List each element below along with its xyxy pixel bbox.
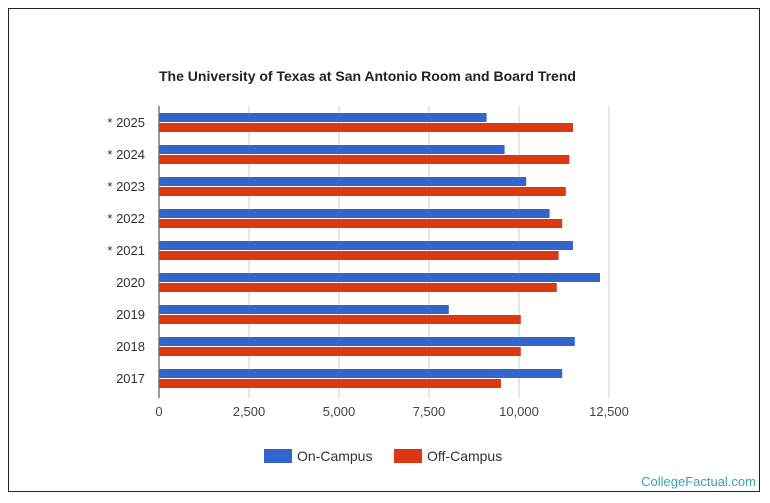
bar-off-campus-7 (159, 347, 521, 356)
legend-swatch (264, 449, 292, 463)
bar-on-campus-2 (159, 177, 527, 186)
category-labels: * 2025 * 2024 * 2023 * 2022 * 2021 2020 2019 20… (107, 115, 145, 386)
watermark[interactable]: CollegeFactual.com (641, 474, 756, 489)
bar-off-campus-8 (159, 379, 501, 388)
x-tick-label: 12,500 (589, 404, 629, 419)
category-label: * 2023 (107, 179, 145, 194)
category-label: 2019 (116, 307, 145, 322)
x-tick-label: 0 (155, 404, 162, 419)
x-tick-label: 10,000 (499, 404, 539, 419)
bar-off-campus-3 (159, 219, 563, 228)
category-label: 2017 (116, 371, 145, 386)
x-tick-labels: 0 2,500 5,000 7,500 10,000 12,500 (155, 404, 629, 419)
legend-label: On-Campus (297, 448, 372, 464)
bar-on-campus-6 (159, 305, 449, 314)
bar-on-campus-4 (159, 241, 573, 250)
bar-off-campus-5 (159, 283, 557, 292)
category-label: * 2025 (107, 115, 145, 130)
category-label: * 2022 (107, 211, 145, 226)
category-label: 2020 (116, 275, 145, 290)
legend: On-Campus Off-Campus (264, 448, 502, 464)
bar-on-campus-0 (159, 113, 487, 122)
bar-on-campus-8 (159, 369, 563, 378)
bars (159, 113, 600, 388)
x-tick-label: 2,500 (233, 404, 266, 419)
legend-label: Off-Campus (427, 448, 502, 464)
x-tick-label: 7,500 (413, 404, 446, 419)
legend-swatch (394, 449, 422, 463)
x-tick-label: 5,000 (323, 404, 356, 419)
category-label: * 2024 (107, 147, 145, 162)
bar-off-campus-4 (159, 251, 559, 260)
category-label: * 2021 (107, 243, 145, 258)
bar-off-campus-1 (159, 155, 570, 164)
bar-off-campus-6 (159, 315, 521, 324)
bar-off-campus-2 (159, 187, 566, 196)
bar-on-campus-7 (159, 337, 575, 346)
category-label: 2018 (116, 339, 145, 354)
bar-on-campus-3 (159, 209, 550, 218)
bar-on-campus-5 (159, 273, 600, 282)
bar-on-campus-1 (159, 145, 505, 154)
chart-title: The University of Texas at San Antonio R… (159, 68, 576, 84)
bar-off-campus-0 (159, 123, 573, 132)
